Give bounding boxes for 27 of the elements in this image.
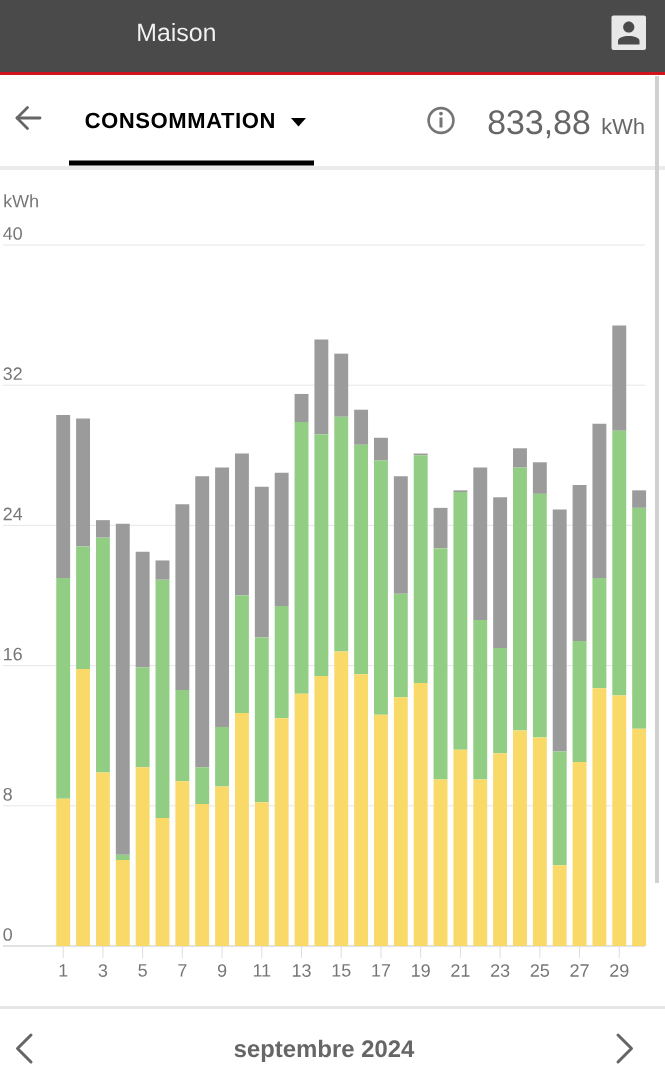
x-tick-label: 27 xyxy=(570,964,589,977)
x-tick-label: 13 xyxy=(292,964,311,977)
text: kWh xyxy=(602,118,644,134)
x-tick-label: 29 xyxy=(610,964,629,977)
x-tick-label: 25 xyxy=(530,964,550,977)
y-tick-label: 0 xyxy=(3,928,12,941)
y-tick-label: 24 xyxy=(3,507,23,521)
x-tick-label: 11 xyxy=(253,964,271,977)
x-tick-label: 5 xyxy=(138,964,147,977)
y-tick-label: 8 xyxy=(3,787,12,801)
y-tick-label: 40 xyxy=(3,227,22,240)
y-tick-label: 32 xyxy=(3,367,22,381)
chart-subtitle: Maison xyxy=(138,22,215,42)
x-tick-label: 15 xyxy=(332,964,351,977)
x-tick-label: 3 xyxy=(98,964,108,977)
chart-title: CONSOMMATION xyxy=(85,112,274,129)
text: septembre 2024 xyxy=(234,1039,415,1062)
x-tick-label: 7 xyxy=(178,964,187,977)
x-tick-label: 19 xyxy=(412,964,430,977)
text: 833,88 xyxy=(488,110,590,139)
x-tick-label: 17 xyxy=(372,964,391,977)
y-axis-title: kWh xyxy=(4,194,38,208)
x-tick-label: 23 xyxy=(491,964,510,977)
y-tick-label: 16 xyxy=(4,647,22,661)
x-tick-label: 1 xyxy=(59,964,68,977)
x-tick-label: 21 xyxy=(451,964,470,977)
x-tick-label: 9 xyxy=(217,964,227,977)
